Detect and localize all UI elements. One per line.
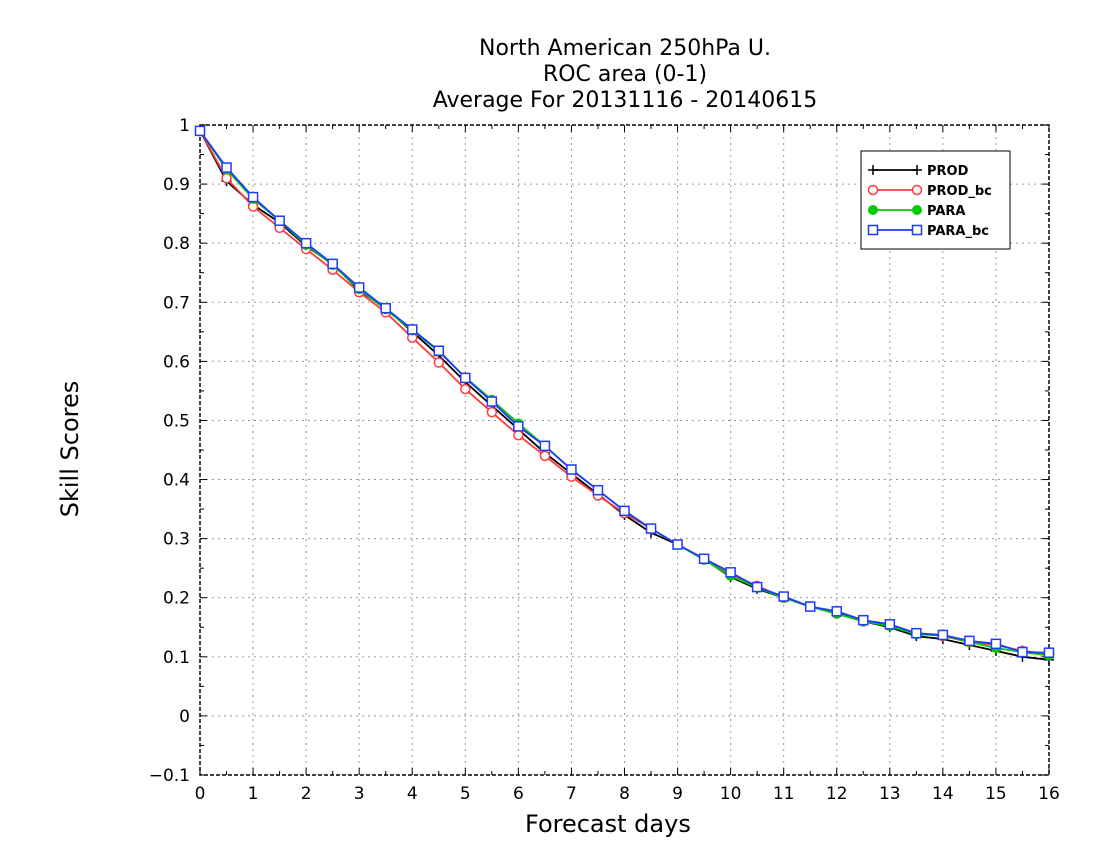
data-point [539, 450, 551, 462]
data-point [194, 125, 206, 137]
y-tick-label: −0.1 [149, 766, 190, 786]
x-tick-label: 15 [985, 784, 1007, 804]
y-tick-label: 0.6 [163, 352, 190, 372]
y-tick-label: 0.8 [163, 234, 190, 254]
grid-lines [200, 125, 1049, 775]
x-axis-label: Forecast days [525, 810, 691, 838]
data-point [698, 553, 710, 564]
data-point [831, 606, 842, 617]
legend-entry: PARA_bc [867, 224, 989, 239]
series-para-bc [194, 125, 1055, 658]
data-point [964, 635, 975, 647]
legend-marker [868, 205, 878, 215]
x-tick-label: 16 [1038, 784, 1060, 804]
y-axis-label: Skill Scores [56, 380, 84, 518]
x-tick-label: 9 [672, 784, 683, 804]
x-tick-label: 3 [354, 784, 365, 804]
y-tick-label: 0.3 [163, 530, 190, 550]
y-tick-label: 0.1 [163, 648, 190, 668]
data-point [804, 601, 816, 612]
data-point [486, 406, 498, 418]
chart-title-line-3: Average For 20131116 - 20140615 [432, 88, 818, 113]
data-point [1017, 646, 1028, 658]
data-point [433, 357, 445, 368]
x-tick-label: 6 [513, 784, 524, 804]
legend-marker [911, 224, 923, 236]
x-tick-label: 10 [720, 784, 742, 804]
data-point [1043, 647, 1055, 658]
data-point [221, 162, 232, 173]
data-point [486, 396, 498, 407]
x-tick-label: 12 [826, 784, 848, 804]
y-tick-label: 0.4 [163, 471, 190, 491]
axis-ticks: 0 1 2 3 4 5 6 7 8 9 10 11 12 13 14 15 16−0.100.10.20.30.… [149, 116, 1060, 804]
data-point [858, 614, 869, 626]
data-point [725, 567, 736, 578]
x-tick-label: 2 [301, 784, 312, 804]
x-tick-label: 5 [460, 784, 471, 804]
data-point [539, 440, 551, 452]
legend: PROD PROD_bc PARA PARA_bc [860, 150, 1011, 250]
data-point [990, 638, 1002, 650]
x-tick-label: 14 [932, 784, 954, 804]
data-point [619, 505, 630, 517]
data-point [778, 591, 789, 602]
data-point [433, 345, 445, 356]
legend-marker [867, 224, 879, 236]
data-point [221, 172, 232, 184]
legend-marker [867, 184, 879, 196]
data-point [566, 464, 577, 475]
legend-label: PARA_bc [927, 224, 989, 239]
legend-entry: PROD_bc [867, 184, 992, 199]
y-tick-label: 0 [179, 707, 190, 727]
legend-entry: PROD [868, 164, 969, 179]
y-tick-label: 1 [179, 116, 190, 136]
legend-box [860, 150, 1011, 250]
x-tick-label: 4 [407, 784, 418, 804]
data-point [460, 383, 471, 395]
data-point [327, 258, 338, 270]
legend-entry: PARA [868, 204, 965, 219]
data-point [274, 215, 285, 226]
data-point [592, 484, 604, 496]
data-point [380, 302, 391, 314]
data-point [353, 282, 365, 293]
x-tick-label: 8 [619, 784, 630, 804]
legend-label: PARA [927, 204, 965, 219]
legend-marker [912, 165, 922, 175]
legend-label: PROD [927, 164, 969, 179]
data-point [884, 619, 896, 630]
data-point [513, 429, 524, 441]
data-point [513, 421, 524, 432]
legend-label: PROD_bc [927, 184, 992, 199]
chart-title-line-1: North American 250hPa U. [479, 36, 771, 61]
data-point [937, 629, 949, 641]
data-point [911, 627, 922, 639]
legend-marker [868, 165, 878, 175]
x-tick-label: 11 [773, 784, 795, 804]
data-point [645, 523, 657, 534]
y-tick-label: 0.7 [163, 293, 190, 313]
data-point [407, 324, 418, 335]
x-tick-label: 13 [879, 784, 901, 804]
y-tick-label: 0.5 [163, 411, 190, 431]
y-tick-label: 0.9 [163, 175, 190, 195]
y-tick-label: 0.2 [163, 589, 190, 609]
data-point [460, 372, 471, 384]
x-tick-label: 0 [195, 784, 206, 804]
legend-marker [912, 205, 922, 215]
data-point [247, 191, 259, 203]
legend-marker [911, 184, 923, 196]
data-point [751, 581, 763, 593]
chart-title-line-2: ROC area (0-1) [542, 62, 708, 87]
data-point [300, 237, 312, 249]
series-layer [194, 125, 1055, 665]
x-tick-label: 7 [566, 784, 577, 804]
x-tick-label: 1 [248, 784, 259, 804]
data-point [672, 539, 683, 550]
